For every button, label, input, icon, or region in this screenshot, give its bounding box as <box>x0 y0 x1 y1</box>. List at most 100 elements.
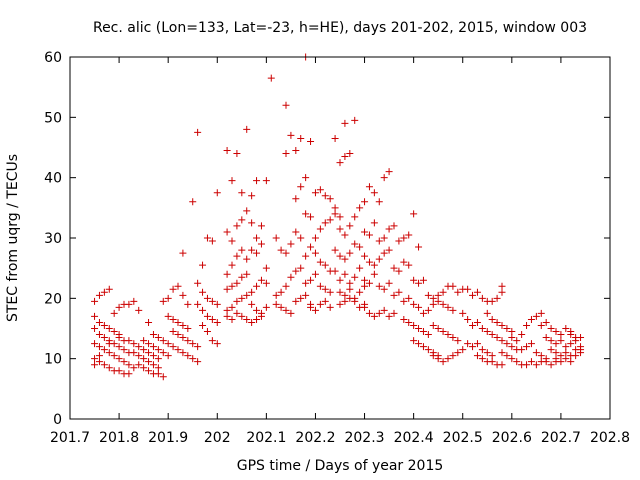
data-point <box>292 147 300 155</box>
data-point <box>91 297 99 305</box>
data-point <box>189 340 197 348</box>
data-point <box>272 234 280 242</box>
data-point <box>184 352 192 360</box>
data-point <box>248 288 256 296</box>
data-point <box>159 337 167 345</box>
data-point <box>125 300 133 308</box>
data-point <box>527 315 535 323</box>
data-point <box>257 222 265 230</box>
data-point <box>523 361 531 369</box>
data-point <box>199 288 207 296</box>
data-point <box>243 207 251 215</box>
data-point <box>493 334 501 342</box>
data-point <box>194 343 202 351</box>
data-point <box>145 340 153 348</box>
data-point <box>523 343 531 351</box>
data-point <box>547 346 555 354</box>
data-point <box>297 134 305 142</box>
data-point <box>375 237 383 245</box>
data-point <box>194 279 202 287</box>
data-point <box>341 291 349 299</box>
data-point <box>424 331 432 339</box>
data-point <box>316 225 324 233</box>
data-point <box>223 147 231 155</box>
data-point <box>91 340 99 348</box>
data-point <box>223 270 231 278</box>
data-point <box>439 358 447 366</box>
data-point <box>473 318 481 326</box>
data-point <box>179 321 187 329</box>
data-point <box>390 291 398 299</box>
data-point <box>542 334 550 342</box>
data-point <box>238 246 246 254</box>
data-point <box>405 261 413 269</box>
data-point <box>365 309 373 317</box>
data-point <box>478 325 486 332</box>
data-point <box>169 343 177 351</box>
data-point <box>253 306 261 314</box>
data-point <box>105 325 113 332</box>
data-point <box>100 288 108 296</box>
data-point <box>159 297 167 305</box>
data-point <box>297 234 305 242</box>
data-point <box>385 279 393 287</box>
data-point <box>361 303 369 311</box>
data-point <box>513 358 521 366</box>
data-point <box>361 282 369 290</box>
data-point <box>434 355 442 363</box>
data-point <box>424 306 432 314</box>
data-point <box>194 358 202 366</box>
data-point <box>243 255 251 263</box>
data-point <box>400 234 408 242</box>
data-point <box>370 270 378 278</box>
data-point <box>302 252 310 260</box>
data-point <box>159 349 167 357</box>
data-point <box>557 352 565 360</box>
data-point <box>287 309 295 317</box>
data-point <box>400 258 408 266</box>
data-point <box>213 340 221 348</box>
data-point <box>208 337 216 345</box>
data-point <box>336 276 344 284</box>
data-point <box>523 321 531 329</box>
data-point <box>464 315 472 323</box>
data-point <box>189 198 197 206</box>
data-point <box>356 264 364 272</box>
y-axis: 0 10 20 30 40 50 60 <box>44 50 610 428</box>
data-point <box>532 349 540 357</box>
data-point <box>537 352 545 360</box>
data-point <box>449 352 457 360</box>
data-point <box>419 328 427 336</box>
data-point <box>567 340 575 348</box>
data-point <box>439 300 447 308</box>
data-point <box>336 225 344 233</box>
data-point <box>277 288 285 296</box>
data-point <box>307 303 315 311</box>
data-point <box>385 312 393 320</box>
data-point <box>424 291 432 299</box>
y-axis-title: STEC from uqrg / TECUs <box>5 154 21 322</box>
data-point <box>262 279 270 287</box>
data-point <box>208 315 216 323</box>
data-point <box>110 352 118 360</box>
data-point <box>213 189 221 197</box>
x-tick-label: 202.3 <box>344 430 384 446</box>
data-point <box>326 288 334 296</box>
data-point <box>174 282 182 290</box>
data-point <box>257 312 265 320</box>
data-point <box>351 116 359 124</box>
data-point <box>164 294 172 302</box>
data-point <box>282 282 290 290</box>
data-point <box>292 297 300 305</box>
data-point <box>395 237 403 245</box>
data-point <box>326 216 334 224</box>
data-point <box>149 331 157 339</box>
data-point <box>415 340 423 348</box>
data-point <box>208 297 216 305</box>
data-point <box>488 315 496 323</box>
data-point <box>248 300 256 308</box>
data-point <box>302 279 310 287</box>
data-point <box>419 276 427 284</box>
data-point <box>508 334 516 342</box>
data-point <box>449 282 457 290</box>
